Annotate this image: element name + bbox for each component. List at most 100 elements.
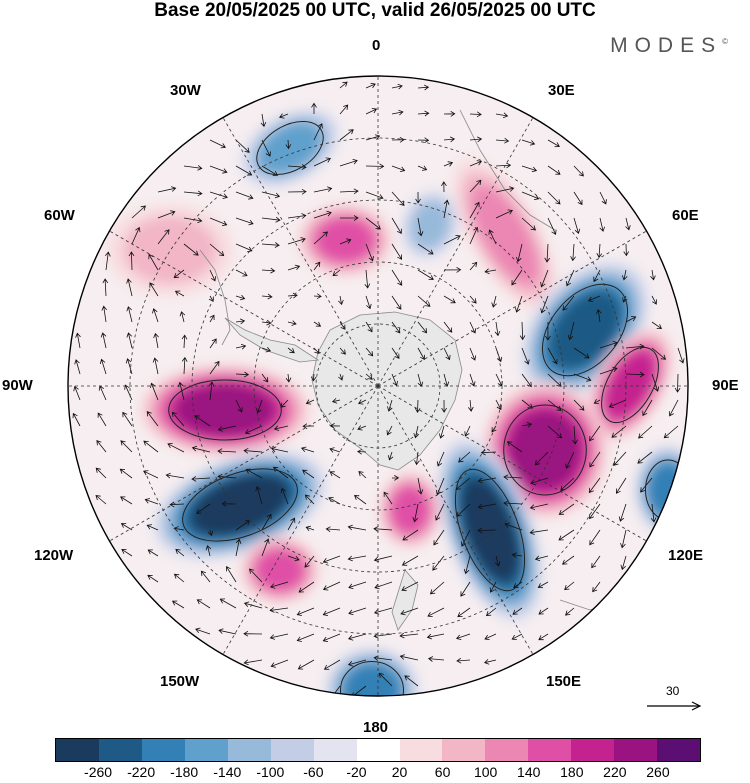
wind-vector — [153, 332, 159, 349]
wind-vector — [338, 373, 344, 381]
wind-vector — [413, 425, 419, 439]
wind-vector — [443, 199, 450, 219]
wind-vector — [625, 316, 637, 323]
wind-vector — [269, 581, 289, 589]
wind-vector — [144, 498, 159, 505]
wind-vector — [261, 346, 271, 353]
wind-vector — [157, 186, 177, 193]
map-title: Base 20/05/2025 00 UTC, valid 26/05/2025… — [154, 0, 596, 21]
wind-vector — [565, 269, 575, 287]
colorbar-segment — [227, 739, 271, 761]
wind-vector — [547, 165, 561, 175]
colorbar-tick-label: -100 — [256, 764, 285, 780]
wind-vector — [426, 633, 445, 640]
colorbar-tick-label: 180 — [560, 764, 584, 780]
colorbar-tick-label: 220 — [603, 764, 627, 780]
wind-vector — [651, 347, 667, 360]
wind-vector — [561, 555, 575, 565]
wind-vector — [261, 139, 271, 157]
wind-vector — [260, 113, 267, 128]
wind-vector — [329, 447, 341, 453]
wind-vector — [339, 159, 358, 167]
wind-vector — [373, 633, 393, 639]
wind-vector — [339, 238, 352, 245]
contour-line — [503, 404, 587, 496]
meridian-line — [377, 230, 647, 387]
meridian-line — [109, 385, 379, 542]
wind-vector — [287, 292, 298, 299]
wind-vector — [457, 607, 471, 618]
wind-vector — [179, 311, 186, 323]
wind-vector — [269, 633, 289, 640]
wind-vector — [305, 399, 315, 405]
wind-vector — [460, 581, 471, 597]
colorbar-tick-label: -220 — [127, 764, 156, 780]
wind-vector — [558, 503, 575, 515]
colorbar-segment — [528, 739, 572, 761]
wind-vector — [313, 261, 321, 271]
lon-label-150w: 150W — [160, 673, 200, 690]
wind-vector — [521, 373, 532, 388]
wind-vector — [353, 494, 367, 505]
wind-vector — [441, 181, 447, 193]
wind-vector — [235, 165, 253, 176]
contour-line — [256, 120, 324, 176]
wind-vector — [455, 633, 471, 640]
wind-vector — [391, 475, 400, 481]
wind-vector — [573, 373, 592, 382]
wind-vector — [443, 347, 451, 361]
meridian-line — [377, 117, 534, 387]
wind-vector — [415, 191, 421, 204]
wind-vector — [339, 104, 349, 115]
modes-logo: MODES© — [610, 34, 728, 57]
wind-vector — [313, 347, 320, 354]
wind-vector — [143, 470, 159, 479]
wind-vector — [469, 226, 479, 245]
wind-vector — [588, 477, 601, 494]
colorbar-segment — [56, 739, 99, 761]
wind-vector — [391, 295, 402, 310]
wind-vector — [209, 139, 226, 149]
wind-vector — [608, 399, 627, 409]
wind-vector — [477, 503, 497, 510]
wind-vector — [331, 398, 341, 404]
wind-vector — [443, 373, 450, 387]
wind-vector — [513, 581, 523, 589]
wind-vector — [297, 659, 315, 670]
wind-vector — [441, 399, 447, 413]
wind-vector — [591, 555, 601, 569]
meridian-line — [222, 385, 379, 655]
wind-vector — [183, 190, 203, 197]
wind-vector — [347, 555, 367, 562]
wind-vector — [572, 425, 578, 445]
wind-vector — [477, 527, 497, 534]
wind-vector — [642, 399, 653, 417]
wind-vector — [226, 566, 237, 583]
wind-vector — [611, 425, 627, 438]
wind-vector — [538, 633, 549, 641]
wind-vector — [287, 164, 307, 170]
wind-vector — [365, 295, 372, 310]
wind-vector — [537, 581, 549, 589]
wind-vector — [427, 656, 445, 662]
wind-vector — [495, 209, 513, 219]
wind-vector — [122, 411, 133, 427]
wind-vector — [235, 399, 243, 413]
wind-vector — [287, 264, 301, 271]
wind-vector — [663, 425, 679, 439]
wind-vector — [209, 217, 228, 226]
colorbar-segment — [571, 739, 615, 761]
wind-vector — [287, 188, 307, 195]
wind-vector — [365, 163, 385, 170]
wind-vector — [143, 440, 159, 453]
wind-vector — [304, 555, 315, 568]
wind-vector — [593, 269, 601, 283]
colorbar — [55, 738, 701, 762]
anomaly-blob — [151, 449, 329, 561]
reference-vector-arrow — [647, 701, 702, 711]
wind-vector — [427, 607, 445, 617]
wind-vector — [256, 399, 263, 414]
wind-vector — [209, 165, 228, 174]
wind-vector — [217, 425, 237, 432]
wind-vector — [101, 305, 108, 323]
